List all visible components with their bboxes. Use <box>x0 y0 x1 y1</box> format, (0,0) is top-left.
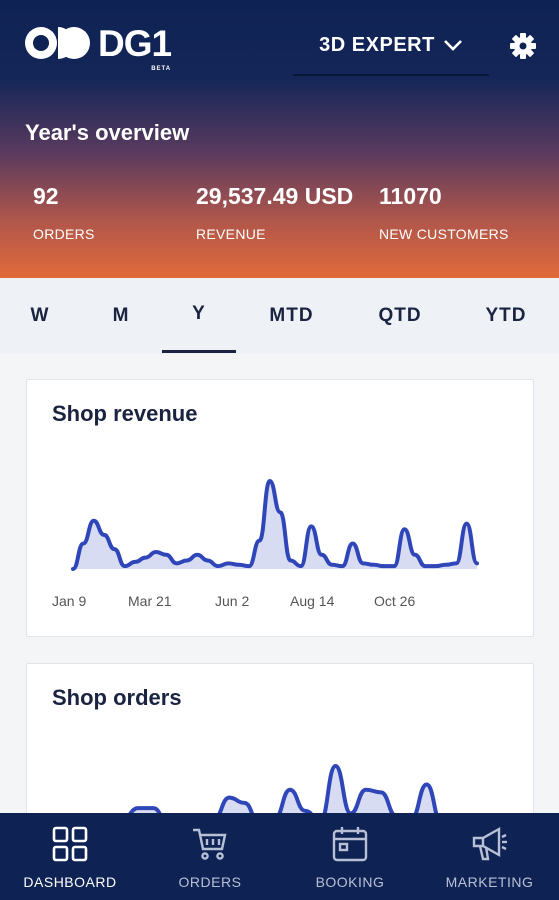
tab-m[interactable]: M <box>112 305 130 326</box>
series-line <box>71 479 479 571</box>
logo[interactable]: DG1 BETA <box>24 22 172 72</box>
shop-orders-card[interactable]: Shop orders <box>26 663 534 833</box>
stat-orders: 92 ORDERS <box>33 183 95 242</box>
card-title: Shop revenue <box>52 401 198 426</box>
chevron-down-icon <box>443 38 463 57</box>
stat-label: NEW CUSTOMERS <box>379 226 509 242</box>
x-tick-label: Oct 26 <box>374 593 416 609</box>
x-tick-label: Aug 14 <box>290 593 335 609</box>
shop-selector[interactable]: 3D EXPERT <box>293 28 489 76</box>
stat-value: 92 <box>33 183 59 209</box>
nav-dashboard[interactable]: DASHBOARD <box>0 813 140 900</box>
tab-ytd[interactable]: YTD <box>485 305 527 326</box>
header-overview-panel: DG1 BETA 3D EXPERT Year's overview <box>0 0 559 278</box>
nav-marketing[interactable]: MARKETING <box>420 813 559 900</box>
gear-icon[interactable] <box>510 33 536 64</box>
logo-beta: BETA <box>151 65 172 72</box>
period-tabs: W M Y MTD QTD YTD <box>0 278 559 354</box>
grid-icon <box>52 824 88 864</box>
logo-icon <box>24 24 92 62</box>
stat-revenue: 29,537.49 USD REVENUE <box>196 183 353 242</box>
logo-wordmark: DG1 BETA <box>98 22 172 72</box>
bottom-navigation: DASHBOARD ORDERS BOOKING <box>0 813 559 900</box>
stat-value: 29,537.49 USD <box>196 183 354 209</box>
stat-label: ORDERS <box>33 226 95 242</box>
nav-orders[interactable]: ORDERS <box>140 813 280 900</box>
x-tick-label: Jan 9 <box>52 593 87 609</box>
series-area <box>73 481 477 569</box>
stat-new-customers: 11070 NEW CUSTOMERS <box>379 183 509 242</box>
tab-mtd[interactable]: MTD <box>269 305 314 326</box>
revenue-chart <box>71 479 479 571</box>
tab-qtd[interactable]: QTD <box>378 305 422 326</box>
tab-y[interactable]: Y <box>162 278 236 353</box>
x-tick-label: Jun 2 <box>215 593 250 609</box>
nav-label: ORDERS <box>178 874 242 890</box>
x-tick-label: Mar 21 <box>128 593 172 609</box>
stat-label: REVENUE <box>196 226 266 242</box>
tab-w[interactable]: W <box>30 305 50 326</box>
shop-name: 3D EXPERT <box>319 34 435 56</box>
stat-value: 11070 <box>379 183 442 209</box>
nav-booking[interactable]: BOOKING <box>280 813 420 900</box>
shop-revenue-card[interactable]: Shop revenue Jan 9 Mar 21 Jun 2 Aug 14 O… <box>26 379 534 637</box>
nav-label: MARKETING <box>445 874 534 890</box>
overview-title: Year's overview <box>25 120 190 145</box>
nav-label: BOOKING <box>315 874 385 890</box>
calendar-icon <box>332 824 368 864</box>
megaphone-icon <box>471 824 509 864</box>
cart-icon <box>192 824 228 864</box>
nav-label: DASHBOARD <box>23 874 117 890</box>
card-title: Shop orders <box>52 685 182 710</box>
